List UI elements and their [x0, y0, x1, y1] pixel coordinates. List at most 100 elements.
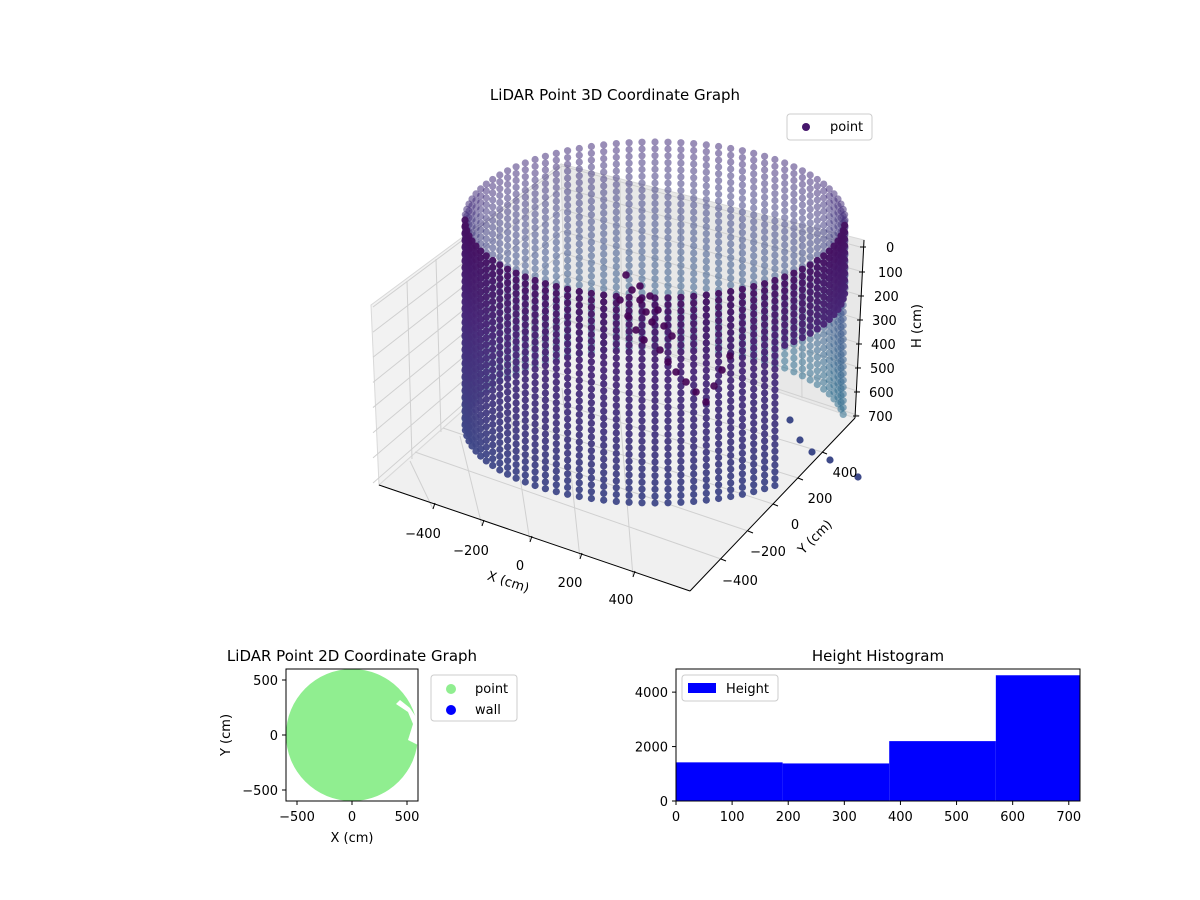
- point-marker: [512, 310, 520, 318]
- point-marker: [651, 247, 659, 255]
- point-marker: [830, 190, 838, 198]
- point-marker: [651, 410, 659, 418]
- point-marker: [715, 419, 723, 427]
- point-marker: [482, 354, 490, 362]
- point-marker: [690, 497, 698, 505]
- point-marker: [512, 258, 520, 266]
- point-marker: [575, 410, 583, 419]
- point-marker: [600, 250, 608, 258]
- point-marker: [638, 186, 646, 194]
- point-marker: [612, 422, 620, 430]
- point-marker: [638, 403, 646, 411]
- grid-line: [619, 179, 623, 338]
- point-marker: [587, 406, 596, 414]
- point-marker: [477, 363, 485, 371]
- point-marker: [761, 214, 769, 222]
- point-marker: [541, 430, 550, 438]
- point-marker: [521, 348, 529, 356]
- point-marker: [489, 175, 497, 184]
- point-marker: [496, 281, 504, 290]
- point-marker: [600, 141, 608, 149]
- point-marker: [820, 371, 828, 379]
- point-marker: [790, 224, 798, 232]
- point-marker: [761, 403, 769, 411]
- point-marker: [521, 173, 529, 181]
- point-marker: [531, 434, 539, 442]
- point-marker: [625, 262, 633, 270]
- point-marker: [612, 381, 620, 389]
- grid-line: [409, 460, 434, 510]
- point-marker: [477, 356, 485, 364]
- point-marker: [489, 338, 497, 347]
- point-marker: [750, 433, 758, 441]
- point-marker: [727, 458, 735, 466]
- point-marker: [625, 382, 633, 390]
- point-marker: [504, 313, 512, 321]
- point-marker: [798, 235, 807, 243]
- z-axis-line: [854, 239, 865, 419]
- x-axis-line: [378, 484, 691, 592]
- point-marker: [600, 462, 608, 470]
- point-marker: [781, 280, 789, 288]
- point-marker: [600, 202, 608, 210]
- point-marker: [541, 214, 550, 222]
- point-marker: [587, 231, 596, 239]
- point-marker: [541, 334, 550, 342]
- point-marker: [727, 301, 735, 309]
- point-marker: [625, 471, 633, 479]
- point-marker: [664, 200, 672, 208]
- point-marker: [727, 308, 735, 316]
- point-marker: [625, 464, 633, 472]
- point-marker: [761, 307, 769, 315]
- point-marker: [575, 254, 583, 262]
- point-marker: [677, 409, 685, 417]
- point-marker: [575, 199, 583, 207]
- point-marker: [587, 385, 596, 393]
- point-marker: [798, 208, 807, 216]
- point-marker: [690, 276, 698, 284]
- point-marker: [738, 449, 747, 457]
- point-marker: [677, 498, 685, 506]
- point-marker: [702, 469, 710, 477]
- point-marker: [625, 152, 633, 160]
- point-marker: [664, 492, 672, 500]
- point-marker: [575, 335, 583, 343]
- point-marker: [477, 411, 485, 419]
- point-marker: [489, 291, 497, 299]
- point-marker: [564, 313, 572, 321]
- point-marker: [612, 269, 620, 278]
- point-marker: [531, 231, 539, 239]
- y-tick-label: −400: [722, 574, 758, 589]
- point-marker: [504, 457, 512, 465]
- point-marker: [638, 444, 646, 452]
- point-marker: [521, 423, 529, 431]
- point-marker: [587, 324, 596, 332]
- point-marker: [521, 300, 529, 308]
- point-marker: [750, 303, 758, 311]
- point-marker: [512, 365, 520, 373]
- point-marker: [612, 367, 620, 376]
- point-marker: [715, 481, 723, 489]
- point-marker: [564, 242, 572, 250]
- point-marker: [625, 375, 633, 383]
- point-marker: [690, 402, 698, 410]
- point-marker: [564, 256, 572, 264]
- point-marker: [587, 460, 596, 468]
- point-marker: [575, 322, 583, 330]
- point-marker: [664, 268, 672, 276]
- point-marker: [702, 414, 710, 422]
- point-marker: [461, 211, 469, 219]
- point-marker: [575, 472, 583, 480]
- point-marker: [771, 251, 779, 259]
- y-axis-line: [689, 417, 856, 592]
- point-marker: [677, 269, 685, 277]
- point-marker: [564, 174, 572, 182]
- point-marker: [504, 347, 512, 355]
- point-marker: [702, 332, 710, 340]
- point-marker: [790, 361, 798, 369]
- point-marker: [715, 412, 723, 421]
- point-marker: [512, 252, 520, 260]
- point-marker: [564, 401, 572, 409]
- point-marker: [702, 161, 710, 169]
- point-marker: [521, 403, 529, 411]
